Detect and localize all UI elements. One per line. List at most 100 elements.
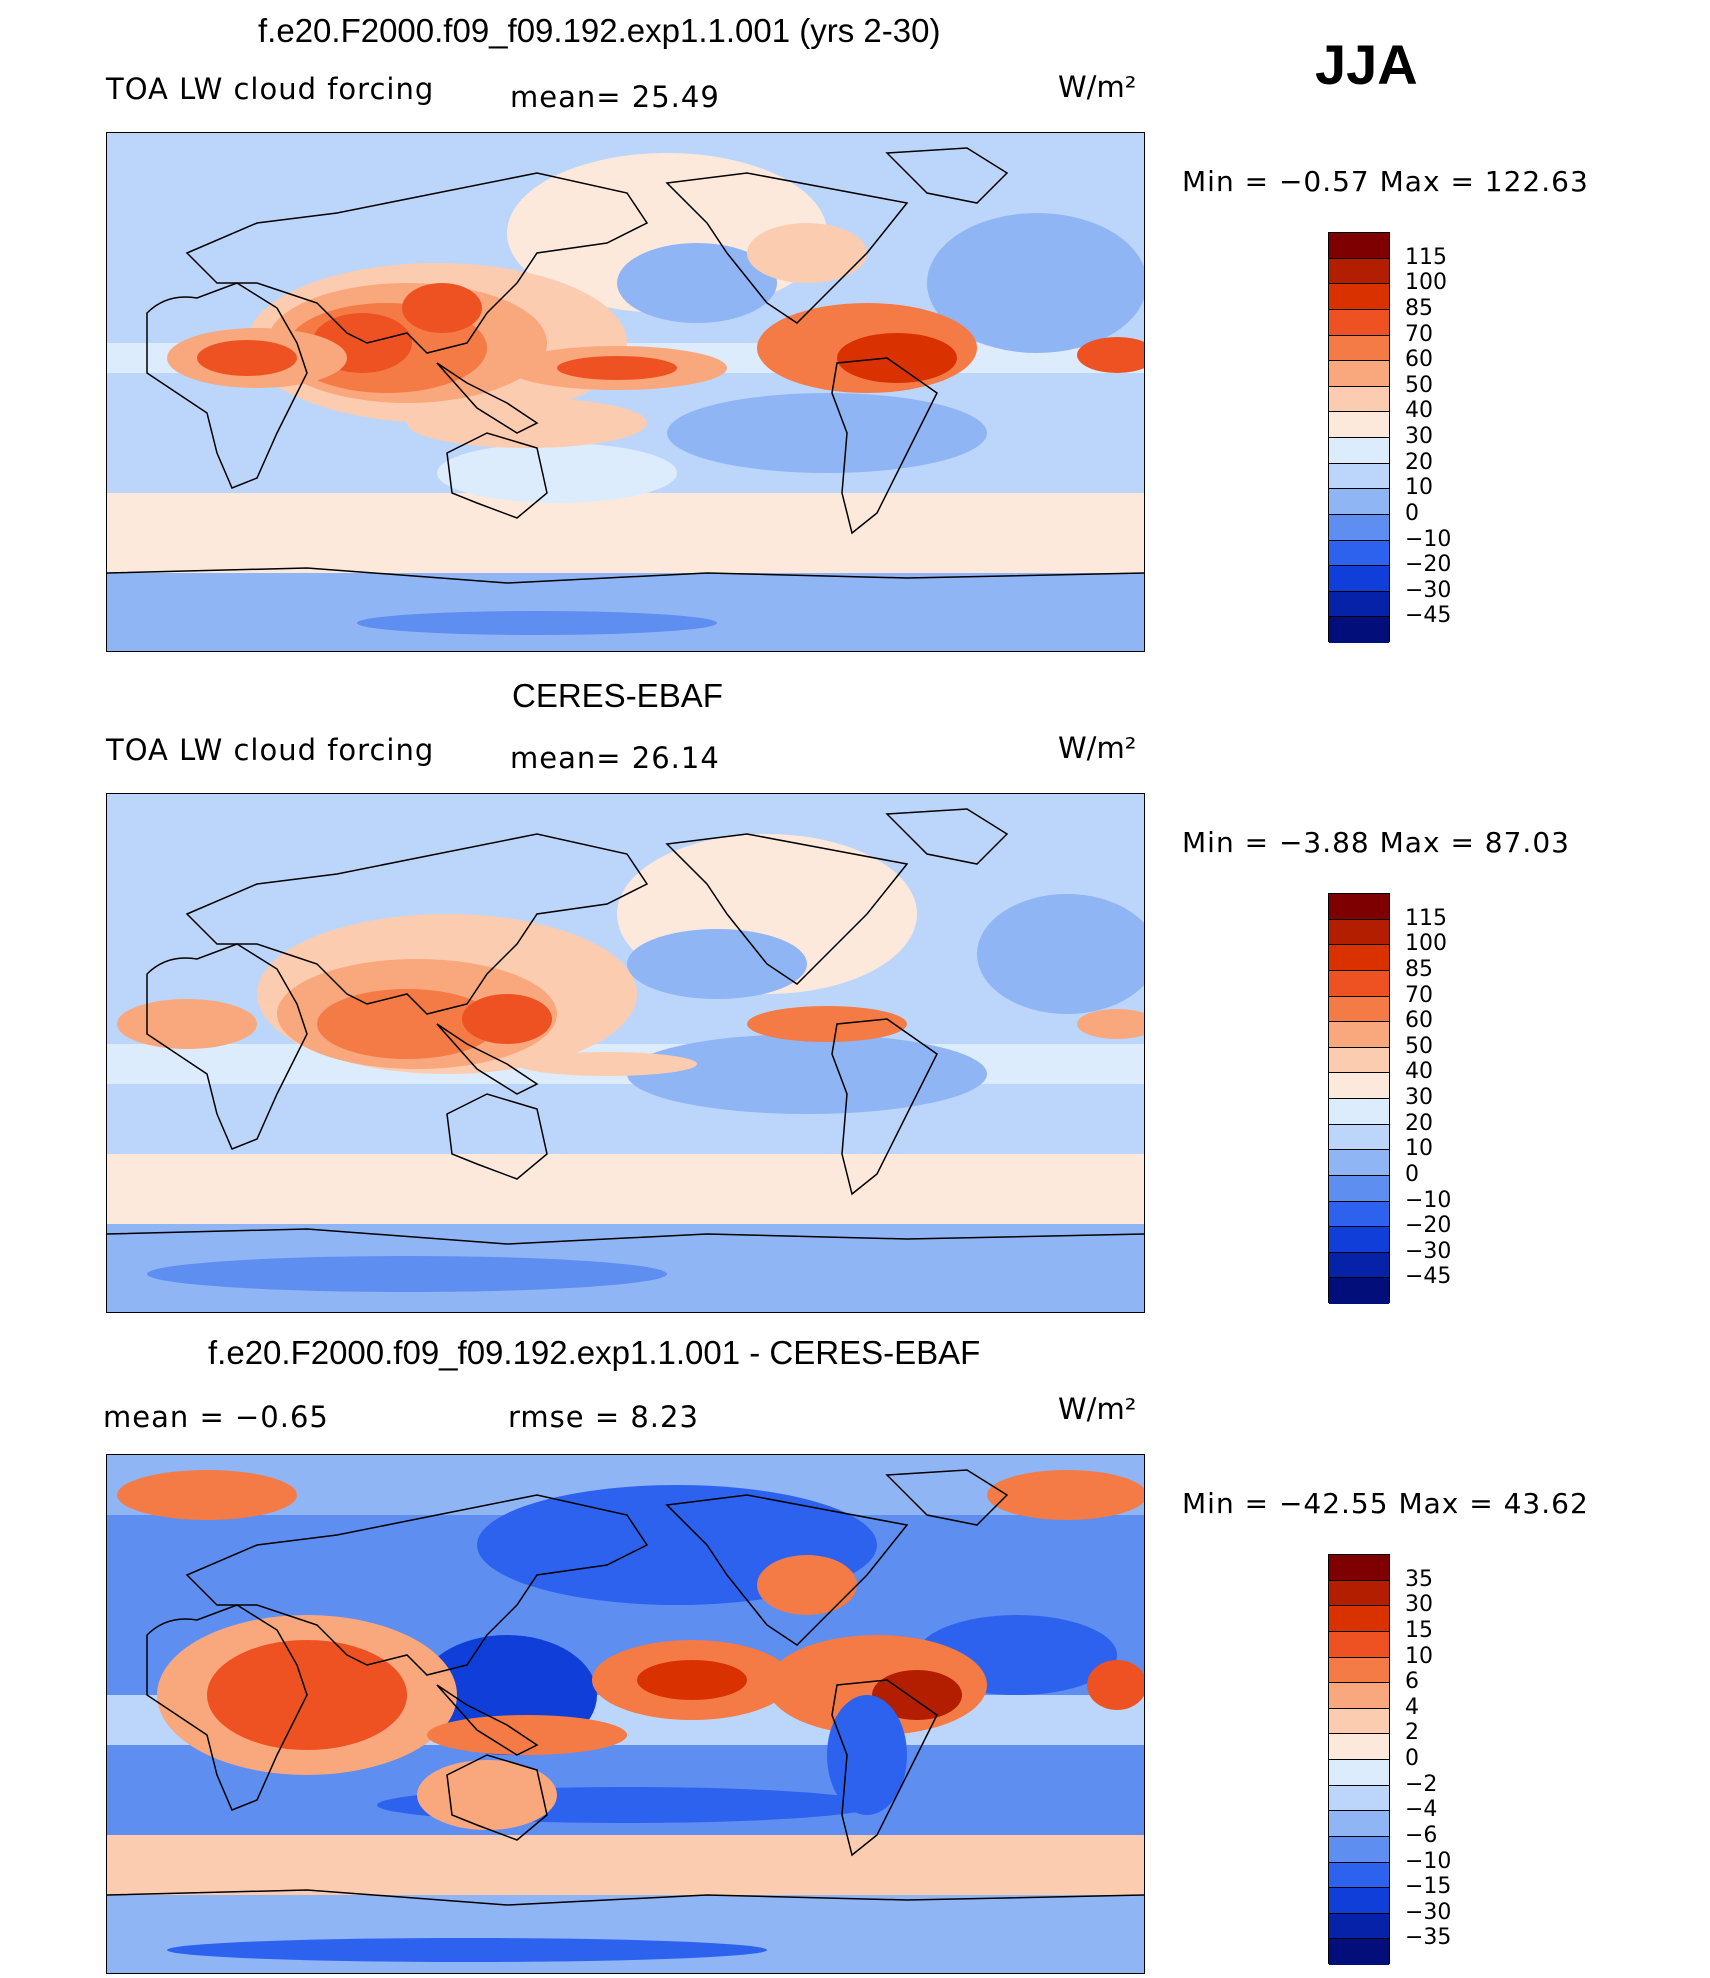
indonesia-outline (436, 1023, 539, 1095)
colorbar-segment (1329, 438, 1389, 464)
colorbar-segment (1329, 894, 1389, 920)
colorbar-segment (1329, 1606, 1389, 1632)
na-east-pos (757, 1555, 857, 1615)
colorbar-segment (1329, 258, 1389, 285)
antarctic-band (107, 573, 1144, 651)
colorbar-tick-label: 35 (1405, 1566, 1433, 1592)
antarctic-low (147, 1256, 667, 1292)
colorbar-tick-label: 115 (1405, 244, 1447, 270)
panel-3-colorbar (1328, 1554, 1390, 1965)
colorbar-segment (1329, 1836, 1389, 1863)
season-label: JJA (1315, 33, 1418, 96)
antarctica-outline (107, 1228, 1144, 1245)
south-america-outline (831, 1679, 938, 1857)
colorbar-segment (1329, 463, 1389, 490)
antarctic-neg (167, 1938, 767, 1962)
colorbar-tick-label: −30 (1405, 1899, 1452, 1925)
colorbar-segment (1329, 1785, 1389, 1812)
indonesia-outline (436, 362, 539, 434)
colorbar-segment (1329, 1913, 1389, 1940)
panel-1-mean-label: mean= 25.49 (510, 80, 720, 114)
central-america-core (837, 333, 957, 383)
colorbar-tick-label: −20 (1405, 552, 1452, 578)
colorbar-tick-label: −10 (1405, 1848, 1452, 1874)
colorbar-tick-label: 0 (1405, 1746, 1419, 1771)
australia-outline (446, 1093, 548, 1180)
colorbar-segment (1329, 617, 1389, 643)
samerica-neg (827, 1695, 907, 1815)
colorbar-tick-label: 40 (1405, 1059, 1433, 1085)
atl-pos (1087, 1660, 1144, 1710)
colorbar-tick-label: 0 (1405, 500, 1419, 526)
colorbar-tick-label: 30 (1405, 1085, 1433, 1110)
colorbar-tick-label: 0 (1405, 1161, 1419, 1187)
australia-outline (446, 1754, 548, 1841)
colorbar-tick-label: 85 (1405, 956, 1433, 982)
colorbar-tick-label: 70 (1405, 321, 1433, 347)
colorbar-segment (1329, 1047, 1389, 1074)
eurasia-outline (185, 833, 649, 1015)
colorbar-tick-label: 30 (1405, 424, 1433, 449)
colorbar-tick-label: −35 (1405, 1925, 1452, 1951)
colorbar-tick-label: 20 (1405, 1110, 1433, 1136)
colorbar-segment (1329, 1099, 1389, 1125)
coastlines (107, 147, 1144, 584)
colorbar-tick-label: −30 (1405, 1238, 1452, 1264)
npac-low (617, 243, 777, 323)
central-america (747, 1006, 907, 1042)
north-america-outline (665, 172, 909, 324)
colorbar-segment (1329, 1862, 1389, 1889)
spac-light (437, 443, 677, 503)
colorbar-tick-label: 70 (1405, 982, 1433, 1008)
colorbar-tick-label: 100 (1405, 931, 1447, 957)
coastlines (107, 1469, 1144, 1906)
colorbar-segment (1329, 335, 1389, 362)
pac-itcz-core (557, 356, 677, 380)
colorbar-segment (1329, 1657, 1389, 1684)
africa-outline (146, 943, 308, 1150)
panel-1-map (106, 132, 1145, 652)
camerica-pos-core (872, 1670, 962, 1720)
epac-low (667, 393, 987, 473)
colorbar-segment (1329, 1631, 1389, 1658)
australia-pos (417, 1760, 557, 1830)
greenland-outline (885, 147, 1009, 204)
eurasia-outline (185, 172, 649, 354)
colorbar-segment (1329, 386, 1389, 413)
colorbar-segment (1329, 514, 1389, 541)
colorbar-segment (1329, 233, 1389, 259)
panel-1-colorbar (1328, 232, 1390, 643)
panel-1-field-label: TOA LW cloud forcing (106, 72, 435, 106)
colorbar-segment (1329, 1580, 1389, 1607)
panel-3-map (106, 1454, 1145, 1974)
greenland-outline (885, 808, 1009, 865)
southern-pos-band (107, 1835, 1144, 1895)
philippines-core (462, 994, 552, 1044)
colorbar-segment (1329, 1227, 1389, 1253)
colorbar-segment (1329, 1683, 1389, 1709)
colorbar-segment (1329, 945, 1389, 971)
panel-1-unit: W/m² (1058, 70, 1137, 104)
antarctica-outline (107, 1889, 1144, 1906)
natl-low (927, 213, 1144, 353)
colorbar-segment (1329, 361, 1389, 387)
colorbar-tick-label: 85 (1405, 295, 1433, 321)
panel-2-field-label: TOA LW cloud forcing (106, 733, 435, 767)
colorbar-tick-label: 10 (1405, 1136, 1433, 1162)
panel-2-title: CERES-EBAF (512, 677, 723, 714)
colorbar-segment (1329, 591, 1389, 618)
pac-itcz (517, 1052, 697, 1076)
pac-pos-core (637, 1660, 747, 1700)
colorbar-segment (1329, 1150, 1389, 1176)
colorbar-segment (1329, 1939, 1389, 1965)
colorbar-segment (1329, 1252, 1389, 1279)
colorbar-tick-label: −30 (1405, 577, 1452, 603)
colorbar-tick-label: 10 (1405, 475, 1433, 501)
tibet-core (402, 283, 482, 333)
australia-outline (446, 432, 548, 519)
africa-itcz (117, 999, 257, 1049)
colorbar-segment (1329, 1555, 1389, 1581)
panel-3-minmax: Min = −42.55 Max = 43.62 (1182, 1487, 1589, 1520)
colorbar-tick-label: −15 (1405, 1874, 1452, 1900)
colorbar-tick-label: 2 (1405, 1720, 1419, 1746)
